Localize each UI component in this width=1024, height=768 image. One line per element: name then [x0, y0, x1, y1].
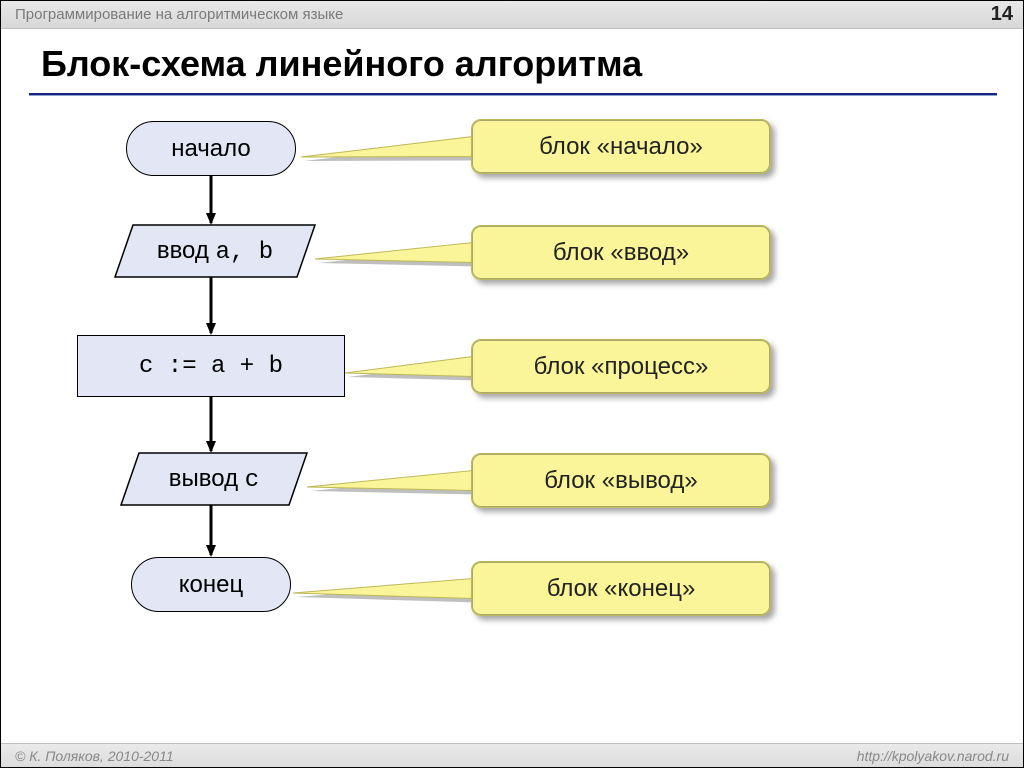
flowchart-node-start: начало	[126, 121, 296, 176]
callout-input: блок «ввод»	[471, 225, 771, 280]
diagram-canvas: начало ввод a, b c := a + b вывод c конец бл…	[1, 101, 1023, 742]
slide-header: Программирование на алгоритмическом язык…	[1, 1, 1023, 29]
slide-footer: © К. Поляков, 2010-2011 http://kpolyakov…	[1, 743, 1023, 767]
footer-url: http://kpolyakov.narod.ru	[857, 748, 1009, 764]
flowchart-node-process: c := a + b	[77, 335, 345, 397]
callout-label: блок «конец»	[547, 575, 696, 603]
header-subject: Программирование на алгоритмическом язык…	[15, 6, 343, 23]
callout-connector-input	[315, 243, 473, 263]
callout-connector-output	[307, 471, 473, 491]
callout-output: блок «вывод»	[471, 453, 771, 508]
callout-label: блок «начало»	[539, 133, 703, 161]
callout-connector-end	[293, 579, 473, 599]
callout-connector-start	[301, 137, 473, 158]
diagram-svg	[1, 101, 1023, 742]
callout-connector-process	[345, 357, 473, 377]
callout-label: блок «ввод»	[553, 239, 689, 267]
flowchart-node-end: конец	[131, 557, 291, 612]
callout-end: блок «конец»	[471, 561, 771, 616]
callout-start: блок «начало»	[471, 119, 771, 174]
callout-label: блок «вывод»	[544, 467, 697, 495]
callout-process: блок «процесс»	[471, 339, 771, 394]
flowchart-node-input-label: ввод a, b	[115, 225, 315, 277]
footer-copyright: © К. Поляков, 2010-2011	[15, 748, 174, 764]
slide-title: Блок-схема линейного алгоритма	[41, 43, 642, 85]
slide: Программирование на алгоритмическом язык…	[0, 0, 1024, 768]
title-underline	[29, 93, 997, 96]
flowchart-node-output-label: вывод c	[121, 453, 307, 505]
page-number: 14	[991, 3, 1013, 26]
callout-label: блок «процесс»	[534, 353, 709, 381]
